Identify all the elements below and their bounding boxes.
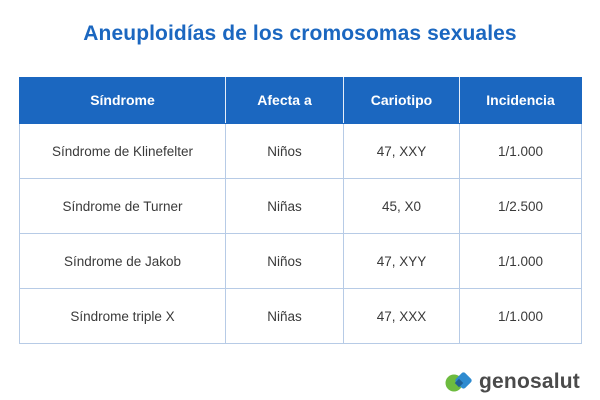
table-row: Síndrome de Jakob Niños 47, XYY 1/1.000	[19, 233, 582, 289]
cell-incidencia: 1/1.000	[459, 288, 582, 344]
cell-afecta-a: Niñas	[225, 178, 344, 234]
cell-afecta-a: Niños	[225, 233, 344, 289]
cell-afecta-a: Niñas	[225, 288, 344, 344]
column-header-cariotipo: Cariotipo	[343, 77, 460, 124]
table-row: Síndrome de Klinefelter Niños 47, XXY 1/…	[19, 123, 582, 179]
genosalut-logo[interactable]: genosalut	[443, 366, 580, 398]
table-row: Síndrome triple X Niñas 47, XXX 1/1.000	[19, 288, 582, 344]
logo-text: genosalut	[479, 370, 580, 393]
column-header-afecta-a: Afecta a	[225, 77, 344, 124]
cell-incidencia: 1/2.500	[459, 178, 582, 234]
cell-cariotipo: 47, XYY	[343, 233, 460, 289]
page-title: Aneuploidías de los cromosomas sexuales	[83, 22, 517, 45]
table-header-row: Síndrome Afecta a Cariotipo Incidencia	[19, 77, 582, 124]
column-header-sindrome: Síndrome	[19, 77, 226, 124]
column-header-incidencia: Incidencia	[459, 77, 582, 124]
cell-sindrome: Síndrome de Turner	[19, 178, 226, 234]
cell-incidencia: 1/1.000	[459, 233, 582, 289]
cell-sindrome: Síndrome de Klinefelter	[19, 123, 226, 179]
cell-cariotipo: 47, XXY	[343, 123, 460, 179]
cell-sindrome: Síndrome de Jakob	[19, 233, 226, 289]
cell-sindrome: Síndrome triple X	[19, 288, 226, 344]
cell-cariotipo: 45, X0	[343, 178, 460, 234]
aneuploidy-table: Síndrome Afecta a Cariotipo Incidencia S…	[19, 77, 582, 344]
table-row: Síndrome de Turner Niñas 45, X0 1/2.500	[19, 178, 582, 234]
cell-incidencia: 1/1.000	[459, 123, 582, 179]
genosalut-logo-icon	[445, 372, 472, 392]
cell-cariotipo: 47, XXX	[343, 288, 460, 344]
cell-afecta-a: Niños	[225, 123, 344, 179]
